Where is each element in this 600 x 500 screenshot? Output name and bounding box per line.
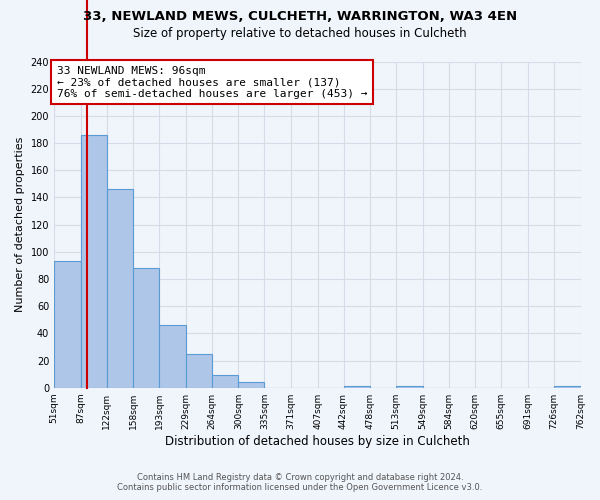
Bar — [80, 135, 107, 388]
Text: 33, NEWLAND MEWS, CULCHETH, WARRINGTON, WA3 4EN: 33, NEWLAND MEWS, CULCHETH, WARRINGTON, … — [83, 10, 517, 23]
Bar — [344, 386, 370, 388]
Bar — [107, 190, 133, 388]
Bar — [238, 382, 265, 388]
Text: 33 NEWLAND MEWS: 96sqm
← 23% of detached houses are smaller (137)
76% of semi-de: 33 NEWLAND MEWS: 96sqm ← 23% of detached… — [57, 66, 368, 99]
Bar — [554, 386, 581, 388]
X-axis label: Distribution of detached houses by size in Culcheth: Distribution of detached houses by size … — [165, 434, 470, 448]
Bar — [54, 262, 80, 388]
Bar — [396, 386, 423, 388]
Bar — [159, 325, 186, 388]
Bar — [133, 268, 159, 388]
Bar — [212, 376, 238, 388]
Text: Size of property relative to detached houses in Culcheth: Size of property relative to detached ho… — [133, 28, 467, 40]
Text: Contains HM Land Registry data © Crown copyright and database right 2024.
Contai: Contains HM Land Registry data © Crown c… — [118, 473, 482, 492]
Bar — [186, 354, 212, 388]
Y-axis label: Number of detached properties: Number of detached properties — [15, 137, 25, 312]
